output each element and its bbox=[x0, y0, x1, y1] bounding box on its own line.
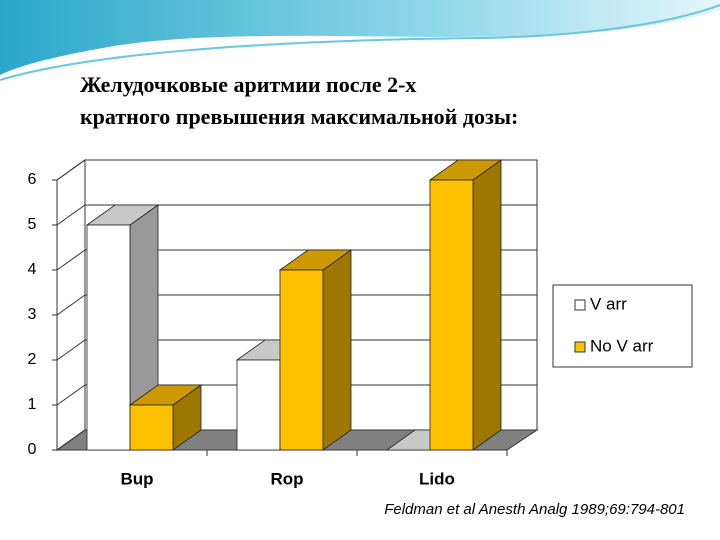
header-wave-line bbox=[0, 4, 720, 81]
x-tick-label: Bup bbox=[120, 469, 153, 488]
legend-label: V arr bbox=[590, 294, 627, 313]
bar-front bbox=[236, 359, 281, 451]
legend-label: No V arr bbox=[590, 336, 654, 355]
bar-side bbox=[472, 159, 502, 451]
bar-front bbox=[129, 404, 174, 451]
bar bbox=[128, 384, 203, 451]
grid-line bbox=[56, 429, 537, 451]
chart: 0 1 2 3 4 5 6 Bup Rop Lido V arr No V arr bbox=[28, 159, 693, 488]
x-tick-label: Rop bbox=[270, 469, 303, 488]
bar bbox=[428, 159, 503, 451]
y-tick-label: 1 bbox=[28, 396, 37, 413]
grid-line bbox=[56, 384, 537, 406]
grid-line bbox=[56, 339, 537, 361]
grid-line bbox=[56, 249, 537, 271]
bar bbox=[278, 249, 353, 451]
grid-line bbox=[56, 159, 537, 181]
header-wave bbox=[0, 0, 720, 75]
x-tick-label: Lido bbox=[419, 469, 455, 488]
title-line: Желудочковые аритмии после 2-х bbox=[80, 72, 416, 97]
bar-side bbox=[322, 249, 352, 451]
bar-front bbox=[86, 224, 131, 451]
legend-box bbox=[552, 284, 693, 368]
grid-line bbox=[56, 204, 537, 226]
legend-swatch bbox=[574, 299, 586, 311]
title-line: кратного превышения максимальной дозы: bbox=[80, 104, 518, 129]
source-note: Feldman et al Anesth Analg 1989;69:794-8… bbox=[384, 501, 685, 518]
y-tick-label: 3 bbox=[28, 306, 37, 323]
legend-swatch bbox=[574, 341, 586, 353]
grid-line bbox=[56, 294, 537, 316]
y-tick-label: 5 bbox=[28, 216, 37, 233]
y-tick-label: 0 bbox=[28, 441, 37, 458]
bar-front bbox=[279, 269, 324, 451]
y-tick-label: 4 bbox=[28, 261, 37, 278]
bar bbox=[85, 204, 160, 451]
y-tick-label: 6 bbox=[28, 171, 37, 188]
bar-front bbox=[429, 179, 474, 451]
y-tick-label: 2 bbox=[28, 351, 37, 368]
